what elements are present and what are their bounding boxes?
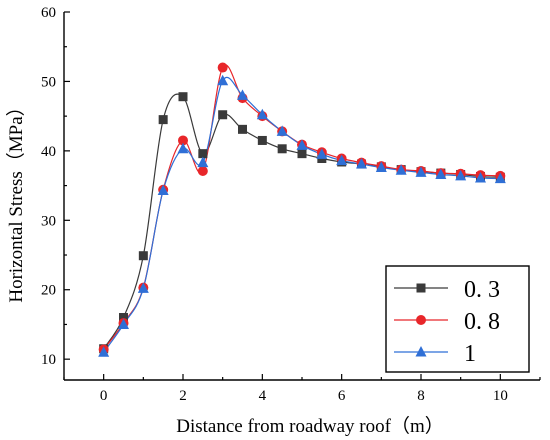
x-tick-label: 10 — [493, 388, 508, 404]
x-axis-title: Distance from roadway roof（m） — [176, 415, 444, 437]
y-tick-label: 20 — [41, 283, 56, 299]
data-point-0 — [138, 251, 148, 261]
y-tick-label: 60 — [41, 5, 56, 21]
data-point-2 — [395, 164, 407, 175]
data-point-2 — [177, 142, 189, 154]
x-tick-label: 2 — [179, 388, 187, 404]
data-point-0 — [238, 124, 247, 134]
data-point-0 — [218, 110, 228, 120]
data-point-0 — [158, 115, 168, 125]
data-point-2 — [217, 74, 229, 86]
data-point-2 — [296, 139, 308, 150]
y-tick-label: 30 — [41, 213, 56, 229]
data-point-2 — [336, 154, 348, 166]
data-point-2 — [197, 156, 209, 168]
data-point-2 — [375, 161, 387, 173]
data-point-0 — [297, 149, 307, 159]
x-tick-label: 0 — [100, 388, 108, 404]
data-point-0 — [257, 135, 267, 145]
y-tick-label: 50 — [41, 74, 56, 90]
data-point-1 — [197, 166, 208, 177]
data-point-2 — [98, 346, 110, 357]
data-point-2 — [157, 184, 169, 195]
data-point-2 — [455, 169, 467, 181]
legend-marker-2 — [415, 346, 427, 357]
y-tick-label: 10 — [41, 352, 56, 368]
legend-label-2: 1 — [464, 341, 476, 367]
data-point-1 — [217, 62, 228, 73]
plot-markers — [98, 62, 506, 357]
legend-label-1: 0. 8 — [464, 309, 500, 335]
y-ticks: 10 20 30 40 50 60 — [41, 5, 70, 368]
x-tick-label: 4 — [259, 388, 267, 404]
data-point-0 — [198, 149, 208, 159]
legend-marker-0 — [416, 283, 426, 293]
legend-box — [385, 265, 530, 373]
data-point-2 — [137, 282, 149, 293]
y-tick-label: 40 — [41, 144, 56, 160]
data-point-0 — [119, 313, 128, 323]
data-point-1 — [178, 135, 188, 146]
data-point-0 — [178, 92, 188, 102]
data-point-2 — [475, 171, 486, 183]
data-point-2 — [435, 168, 447, 179]
data-point-2 — [494, 172, 506, 184]
data-point-2 — [256, 108, 268, 120]
legend-label-0: 0. 3 — [464, 277, 500, 303]
data-point-2 — [118, 318, 129, 329]
data-point-2 — [237, 89, 248, 100]
x-tick-label: 6 — [338, 388, 346, 404]
data-point-0 — [277, 144, 287, 154]
x-ticks: 0 2 4 6 8 10 — [63, 374, 541, 404]
data-point-2 — [356, 158, 367, 169]
data-point-2 — [316, 148, 328, 159]
data-point-2 — [276, 125, 288, 136]
data-point-2 — [415, 166, 427, 177]
y-axis-title: Horizontal Stress（MPa） — [5, 97, 27, 302]
legend: 0. 3 0. 8 1 — [385, 265, 530, 373]
x-tick-label: 8 — [417, 388, 425, 404]
legend-marker-1 — [416, 315, 426, 325]
